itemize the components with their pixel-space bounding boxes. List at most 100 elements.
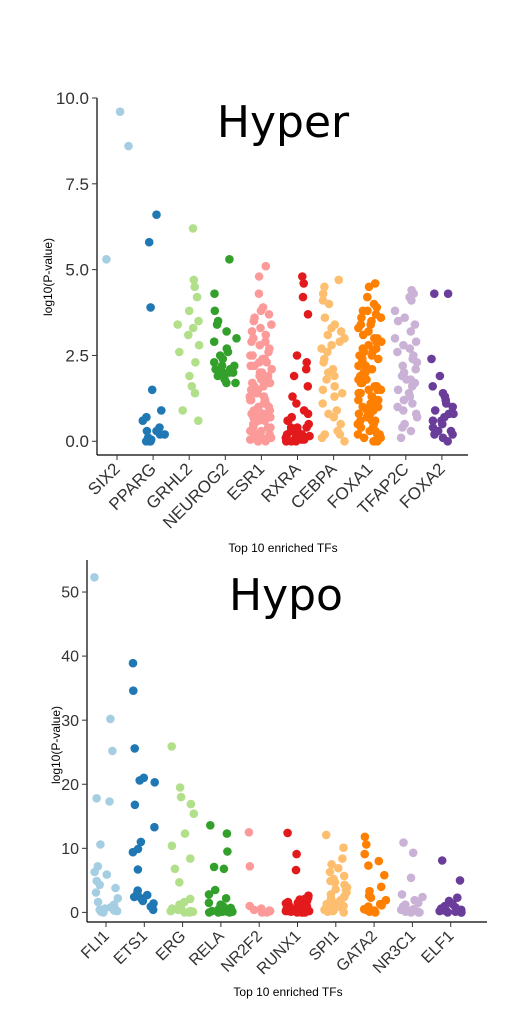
hypo-point-rela [222,829,232,838]
hypo-y-tick-label: 0 [70,905,79,922]
hypo-y-tick-label: 50 [61,585,79,602]
hyper-point-tfap2c [406,327,416,336]
hyper-point-neurog2 [209,337,219,347]
hyper-point-esr1 [260,416,270,426]
hyper-point-pparg [142,426,152,436]
hyper-point-cebpa [337,388,347,398]
hypo-point-spi1 [338,854,347,863]
hypo-point-rela [210,885,220,895]
hypo-point-nr2f2 [257,908,267,917]
hypo-y-axis-label: log10(P-value) [49,706,63,784]
hyper-point-esr1 [249,316,259,326]
hyper-point-foxa1 [358,371,367,381]
hypo-y-tick-label: 20 [61,777,79,794]
hypo-point-rela [214,904,224,914]
hypo-x-tick-label-runx1: RUNX1 [254,928,304,978]
hypo-point-spi1 [326,876,335,886]
hypo-point-fli1 [95,880,104,890]
hypo-y-tick-label: 10 [61,841,79,858]
hypo-point-fli1 [102,870,112,879]
hyper-point-cebpa [322,375,331,384]
hyper-point-esr1 [254,272,264,281]
hypo-point-spi1 [339,871,349,881]
hyper-point-tfap2c [396,433,406,443]
hypo-point-rela [204,898,214,908]
hyper-point-esr1 [263,375,272,384]
hyper-point-foxa2 [443,437,453,446]
hyper-point-pparg [138,416,148,426]
hypo-y-tick-label: 30 [61,713,79,730]
hyper-point-foxa1 [358,330,368,340]
hyper-point-esr1 [265,344,274,353]
hyper-point-pparg [152,210,161,219]
hypo-point-gata2 [377,901,387,910]
hypo-point-gata2 [371,908,380,917]
hyper-point-rxra [296,433,305,443]
hyper-point-esr1 [247,327,257,336]
hyper-point-esr1 [259,382,268,391]
hyper-point-foxa2 [427,354,436,364]
hypo-point-erg [167,841,177,851]
hyper-point-rxra [299,279,309,288]
hyper-point-esr1 [257,375,266,384]
hyper-point-neurog2 [222,327,231,336]
hypo-point-nr3c1 [406,873,416,883]
hypo-point-gata2 [366,893,376,902]
hyper-point-foxa2 [428,382,438,391]
hyper-point-tfap2c [405,292,414,302]
hyper-point-esr1 [256,323,265,333]
hyper-point-neurog2 [210,289,219,299]
hyper-point-foxa1 [367,351,377,360]
hyper-point-tfap2c [405,344,415,353]
hyper-point-cebpa [320,430,330,439]
hypo-point-fli1 [96,840,105,849]
hyper-point-foxa1 [354,388,364,398]
hyper-point-tfap2c [399,395,409,405]
hyper-point-foxa2 [430,430,439,439]
hyper-point-foxa2 [448,430,457,439]
hyper-point-neurog2 [217,361,227,371]
hypo-point-rela [206,821,215,830]
hyper-x-ticks: SIX2PPARGGRHL2NEUROG2ESR1RXRACEBPAFOXA1T… [84,455,449,532]
hyper-point-tfap2c [390,306,400,316]
hypo-point-ets1 [129,892,139,902]
hyper-point-esr1 [265,430,274,439]
hypo-point-spi1 [321,830,331,840]
hyper-point-neurog2 [212,320,222,329]
hyper-point-grhl2 [188,323,198,333]
hypo-point-spi1 [329,906,338,915]
hypo-point-runx1 [292,849,301,859]
hyper-y-tick-label: 7.5 [65,175,89,194]
hyper-point-foxa2 [430,406,440,415]
hypo-point-spi1 [331,885,340,894]
hyper-point-tfap2c [399,406,408,415]
hyper-point-grhl2 [185,371,194,381]
hypo-point-rela [219,864,229,874]
hypo-point-ets1 [128,847,138,857]
hyper-point-esr1 [264,310,274,319]
hypo-point-ets1 [150,822,159,832]
hypo-point-ets1 [136,837,146,847]
hyper-point-foxa1 [376,313,386,323]
hyper-point-foxa2 [443,289,453,299]
hyper-point-rxra [288,392,297,401]
hyper-y-tick-label: 0.0 [65,432,89,451]
hypo-point-gata2 [362,840,371,849]
hypo-point-ets1 [130,800,140,810]
hypo-points [90,573,466,917]
hyper-point-esr1 [253,437,263,446]
hyper-point-tfap2c [411,337,421,347]
hypo-point-erg [189,809,199,818]
hyper-point-grhl2 [192,292,202,302]
hyper-point-pparg [157,406,166,415]
hyper-point-pparg [160,430,169,439]
hyper-point-foxa1 [364,385,374,395]
hyper-point-pparg [141,437,151,446]
hypo-point-erg [176,792,186,802]
hyper-y-tick-label: 10.0 [56,89,89,108]
hypo-point-fli1 [91,888,101,897]
hypo-point-fli1 [112,906,122,916]
hyper-point-foxa2 [437,416,446,426]
hypo-point-ets1 [148,905,158,915]
